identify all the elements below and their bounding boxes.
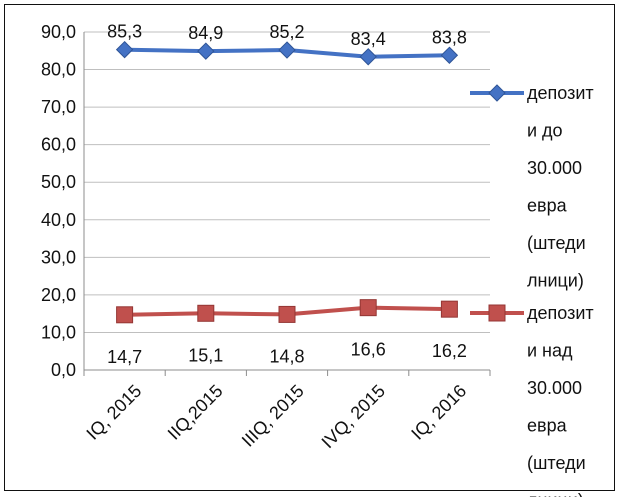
data-point [197,42,215,60]
data-point [116,306,134,324]
y-tick-label: 40,0 [41,210,76,230]
legend-label-line: лници) [527,271,584,291]
y-tick-label: 30,0 [41,247,76,267]
legend-label-line: евра [527,416,568,436]
x-tick-label: IVQ, 2015 [318,381,389,452]
data-point [359,48,377,66]
data-point [278,41,296,59]
data-label: 15,1 [188,345,223,365]
legend-label-line: (штеди [527,453,586,473]
x-tick-label: IQ, 2016 [407,381,470,444]
y-tick-label: 60,0 [41,135,76,155]
y-tick-label: 70,0 [41,97,76,117]
legend-label-line: и до [527,121,563,141]
legend-label-line: лници) [527,491,584,497]
legend-label-line: 30.000 [527,158,582,178]
series-group: 85,3 84,9 85,2 83,4 83,8 14,7 15,1 14,8 16,6 16,2 [107,22,467,367]
data-point [197,304,215,322]
data-label: 85,2 [269,22,304,42]
data-label: 14,8 [269,346,304,366]
axes [83,32,491,376]
legend-label-line: (штеди [527,233,586,253]
data-point [359,299,377,317]
chart-frame [4,4,615,491]
data-label: 16,2 [432,341,467,361]
x-tick-labels: IQ, 2015 IIQ,2015 IIIQ, 2015 IVQ, 2015 IQ, 2… [82,381,470,452]
x-tick-label: IIQ,2015 [164,381,227,444]
legend-label-line: депозит [527,83,594,103]
legend-label-line: 30.000 [527,378,582,398]
y-tick-label: 0,0 [51,360,76,380]
legend-marker [488,84,506,102]
legend-label-line: депозит [527,303,594,323]
y-tick-label: 90,0 [41,22,76,42]
data-label: 83,4 [351,29,386,49]
legend-marker [488,304,506,322]
gridlines [84,31,490,333]
y-tick-label: 20,0 [41,285,76,305]
legend-label-line: и над [527,341,573,361]
data-point [440,46,459,64]
data-label: 14,7 [107,347,142,367]
data-label: 16,6 [351,340,386,360]
x-tick-label: IIIQ, 2015 [238,381,308,451]
data-label: 85,3 [107,22,142,42]
legend: депозит и до 30.000 евра (штеди лници) депозит… [470,83,594,497]
legend-label-line: евра [527,196,568,216]
data-label: 83,8 [432,27,467,47]
data-label: 84,9 [188,23,223,43]
y-tick-label: 10,0 [41,322,76,342]
y-tick-labels: 0,0 10,0 20,0 30,0 40,0 50,0 60,0 70,0 80,0 90,0 [41,22,76,380]
data-point [278,305,296,323]
data-point [115,40,134,59]
y-tick-label: 80,0 [41,60,76,80]
y-tick-label: 50,0 [41,172,76,192]
data-point [440,300,458,318]
x-tick-label: IQ, 2015 [82,381,145,444]
